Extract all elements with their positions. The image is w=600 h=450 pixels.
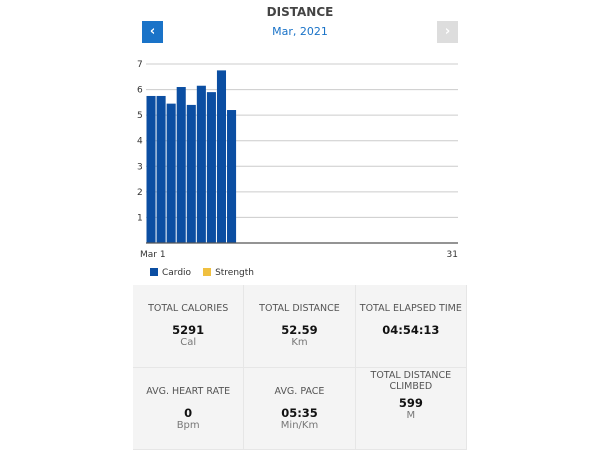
y-tick-label: 1 xyxy=(137,213,143,223)
stat-label: AVG. PACE xyxy=(274,385,325,397)
stat-label: TOTAL ELAPSED TIME xyxy=(359,303,462,314)
bar-cardio xyxy=(216,70,227,244)
bar-cardio xyxy=(196,85,206,243)
next-month-button[interactable]: › xyxy=(437,21,458,43)
stat-label: AVG. HEART RATE xyxy=(146,385,231,397)
x-tick-label: 31 xyxy=(447,250,458,260)
strength-swatch xyxy=(203,268,212,276)
legend-item-cardio[interactable]: Cardio xyxy=(150,268,191,278)
bar-cardio xyxy=(227,110,237,244)
x-tick-label: Mar 1 xyxy=(140,250,166,260)
legend-label: Cardio xyxy=(162,268,192,278)
stat-unit: M xyxy=(406,409,416,421)
cardio-swatch xyxy=(150,268,158,276)
stats-grid: TOTAL CALORIES 5291 Cal TOTAL DISTANCE 52.5… xyxy=(133,285,467,450)
stat-total-distance-climbed: TOTAL DISTANCE CLIMBED 599 M xyxy=(355,367,467,450)
stat-unit: Bpm xyxy=(176,419,200,431)
stat-total-distance: TOTAL DISTANCE 52.59 Km xyxy=(244,285,356,368)
legend: Cardio Strength xyxy=(150,268,254,278)
previous-month-button[interactable]: ‹ xyxy=(142,21,163,43)
stat-unit: Km xyxy=(291,337,308,348)
y-tick-label: 2 xyxy=(137,188,143,198)
stat-total-calories: TOTAL CALORIES 5291 Cal xyxy=(133,285,245,368)
legend-item-strength[interactable]: Strength xyxy=(203,268,254,278)
month-label: Mar, 2021 xyxy=(272,25,328,38)
stat-value: 05:35 xyxy=(281,405,318,420)
bar-cardio xyxy=(186,104,196,244)
stat-label: TOTAL DISTANCE xyxy=(259,303,340,314)
stat-value: 0 xyxy=(184,405,193,420)
chart-title: DISTANCE xyxy=(266,5,334,19)
legend-label: Strength xyxy=(215,268,254,278)
stat-total-elapsed-time: TOTAL ELAPSED TIME 04:54:13 xyxy=(355,285,467,368)
bar-cardio xyxy=(206,92,216,243)
y-tick-label: 6 xyxy=(137,86,143,96)
bar-cardio xyxy=(166,103,176,243)
bar-cardio xyxy=(146,95,156,243)
stat-value: 599 xyxy=(398,395,423,410)
stat-avg-pace: AVG. PACE 05:35 Min/Km xyxy=(244,367,356,450)
distance-chart: 1 2 3 4 5 6 7 Mar 1 31 xyxy=(137,60,458,260)
chevron-left-icon: ‹ xyxy=(149,24,156,39)
stat-value: 04:54:13 xyxy=(382,323,440,337)
stat-value: 5291 xyxy=(172,323,205,337)
stat-label: TOTAL DISTANCE CLIMBED xyxy=(370,369,452,392)
bar-cardio xyxy=(156,95,166,243)
y-tick-label: 3 xyxy=(137,162,143,172)
y-tick-label: 7 xyxy=(137,60,143,70)
stat-unit: Min/Km xyxy=(280,419,319,431)
bar-cardio xyxy=(176,87,186,243)
stat-unit: Cal xyxy=(180,337,197,348)
y-tick-label: 4 xyxy=(137,137,143,147)
stat-value: 52.59 xyxy=(281,323,318,337)
y-tick-label: 5 xyxy=(137,111,143,121)
chevron-right-icon: › xyxy=(444,24,451,39)
stat-label: TOTAL CALORIES xyxy=(148,303,229,314)
stat-avg-heart-rate: AVG. HEART RATE 0 Bpm xyxy=(133,367,245,450)
